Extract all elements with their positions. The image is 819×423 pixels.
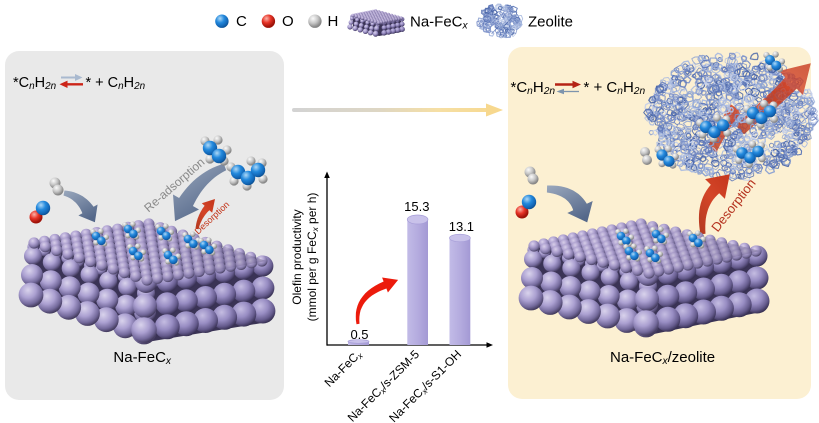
svg-text:Olefin productivity: Olefin productivity — [290, 209, 304, 304]
svg-text:* + CnH2n: * + CnH2n — [86, 75, 146, 92]
svg-text:Na-FeCx: Na-FeCx — [410, 13, 469, 31]
svg-text:(mmol per g FeCx per h): (mmol per g FeCx per h) — [305, 193, 320, 322]
svg-text:Zeolite: Zeolite — [528, 13, 573, 30]
svg-text:C: C — [236, 13, 247, 30]
svg-text:0.5: 0.5 — [350, 327, 368, 342]
svg-text:O: O — [282, 13, 294, 30]
svg-text:Na-FeCx: Na-FeCx — [113, 349, 172, 367]
svg-text:H: H — [328, 13, 339, 30]
svg-text:13.1: 13.1 — [449, 219, 474, 234]
svg-text:15.3: 15.3 — [404, 199, 429, 214]
svg-text:* + CnH2n: * + CnH2n — [584, 79, 646, 97]
svg-text:Na-FeCx/zeolite: Na-FeCx/zeolite — [610, 349, 715, 367]
